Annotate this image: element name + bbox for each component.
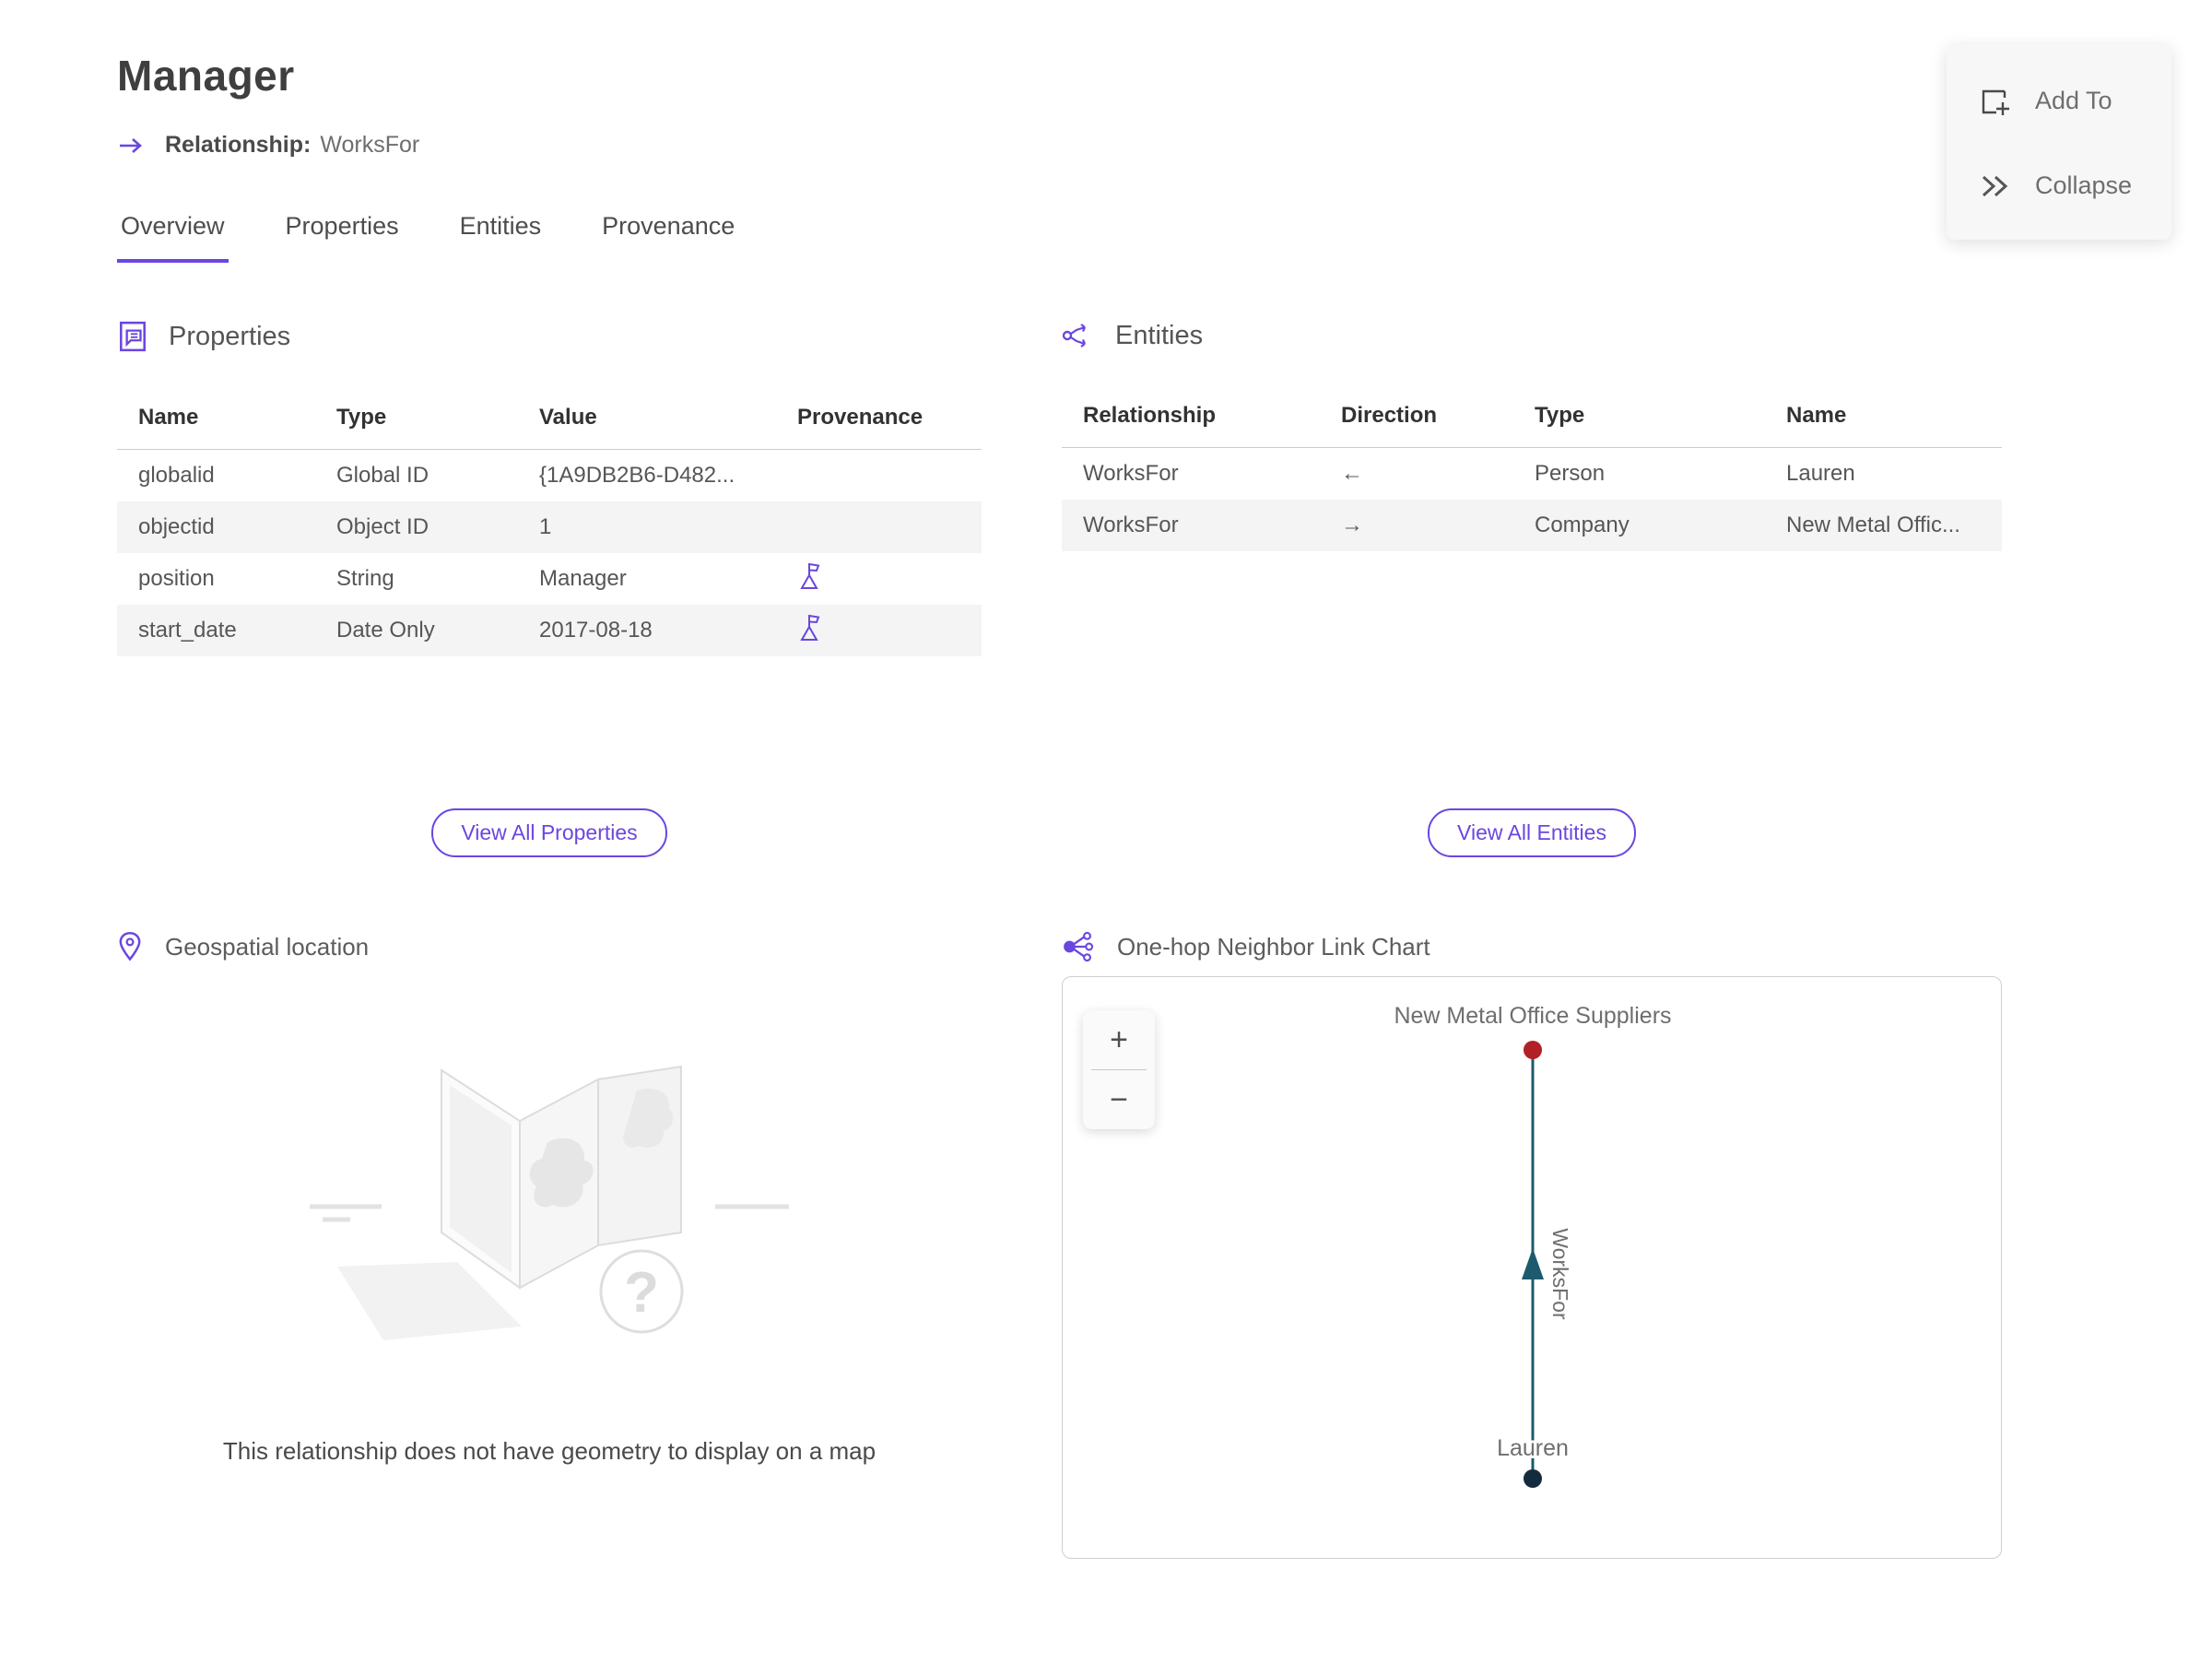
arrow-right-icon [120,137,142,153]
node-label-person: Lauren [1497,1435,1569,1461]
view-all-properties-button[interactable]: View All Properties [431,808,667,857]
prop-provenance [776,553,982,605]
properties-table: Name Type Value Provenance globalid Glob… [117,392,982,656]
link-chart-canvas[interactable]: WorksFor New Metal Office Suppliers Laur… [1062,976,2002,1559]
tab-properties[interactable]: Properties [285,212,399,240]
entities-section-title: Entities [1115,320,1204,350]
tab-provenance[interactable]: Provenance [602,212,735,240]
relationship-label: Relationship: [165,132,312,158]
entity-type: Person [1535,460,1606,486]
prop-provenance [776,450,982,501]
zoom-in-button[interactable]: + [1083,1010,1155,1069]
prop-name: objectid [138,513,215,539]
prop-name: position [138,565,215,591]
add-to-icon [1982,89,2009,115]
provenance-flag-icon [800,614,820,641]
col-header-type: Type [1513,390,1765,448]
direction-arrow-icon: ← [1341,460,1363,486]
prop-provenance [776,501,982,553]
table-row: globalid Global ID {1A9DB2B6-D482... [117,450,982,501]
col-header-direction: Direction [1320,390,1513,448]
geospatial-section-header: Geospatial location [117,917,982,976]
link-chart-section-title: One-hop Neighbor Link Chart [1117,932,1430,961]
zoom-control-divider [1091,1069,1147,1070]
col-header-type: Type [315,392,518,450]
table-row: position String Manager [117,553,982,605]
edge-arrowhead [1522,1248,1544,1279]
properties-section-title: Properties [169,321,291,351]
floating-actions-panel: Add To Collapse [1947,44,2171,240]
geospatial-empty-state: ? This relationship does not have geomet… [117,976,982,1560]
entity-name-link[interactable]: Lauren [1786,460,1855,486]
entities-table: Relationship Direction Type Name WorksFo… [1062,390,2002,551]
entity-relationship: WorksFor [1083,512,1179,537]
prop-value: 1 [539,513,552,539]
table-row: objectid Object ID 1 [117,501,982,553]
prop-type: Global ID [336,462,429,488]
prop-type: String [336,565,394,591]
col-header-value: Value [518,392,776,450]
node-company[interactable] [1524,1041,1542,1059]
map-pin-icon [119,932,141,961]
col-header-relationship: Relationship [1062,390,1320,448]
collapse-label: Collapse [2035,171,2133,200]
prop-value: Manager [539,565,627,591]
prop-type: Object ID [336,513,429,539]
add-to-button[interactable]: Add To [1947,84,2171,119]
table-row: WorksFor ← Person Lauren [1062,448,2002,500]
link-chart-section-header: One-hop Neighbor Link Chart [1062,917,2002,976]
zoom-out-button[interactable]: − [1083,1070,1155,1129]
folded-map-illustration: ? [310,1065,789,1340]
col-header-provenance: Provenance [776,392,982,450]
entity-type: Company [1535,512,1630,537]
chevrons-right-icon [1982,175,2008,196]
entities-icon [1062,324,1087,348]
add-to-label: Add To [2035,87,2112,115]
collapse-button[interactable]: Collapse [1947,171,2171,200]
provenance-flag-icon [800,562,820,589]
entities-section: Entities Relationship Direction Type Nam… [1062,320,2002,808]
direction-arrow-icon: → [1341,512,1363,537]
col-header-name: Name [1765,390,2002,448]
table-row: WorksFor → Company New Metal Offic... [1062,499,2002,551]
entity-name-link[interactable]: New Metal Offic... [1786,512,1960,537]
prop-value: {1A9DB2B6-D482... [539,462,735,488]
entity-relationship: WorksFor [1083,460,1179,486]
relationship-subtitle: Relationship: WorksFor [117,132,2002,159]
relationship-value: WorksFor [320,132,420,158]
page-title: Manager [117,52,295,100]
prop-type: Date Only [336,617,435,642]
question-mark-glyph: ? [624,1261,659,1325]
tab-entities[interactable]: Entities [459,212,542,240]
edge-label: WorksFor [1548,1228,1572,1320]
properties-icon [120,321,146,352]
table-row: start_date Date Only 2017-08-18 [117,604,982,656]
node-label-company: New Metal Office Suppliers [1394,1003,1671,1029]
geospatial-empty-message: This relationship does not have geometry… [222,1437,877,1465]
properties-section: Properties Name Type Value Provenance gl… [117,320,982,808]
node-person[interactable] [1524,1469,1542,1488]
prop-provenance [776,605,982,656]
view-all-entities-button[interactable]: View All Entities [1428,808,1636,857]
tab-bar: Overview Properties Entities Provenance [117,212,2002,263]
one-hop-neighbor-icon [1064,931,1094,962]
prop-name: start_date [138,617,237,642]
tab-overview[interactable]: Overview [117,212,229,263]
prop-value: 2017-08-18 [539,617,653,642]
zoom-control: + − [1083,1010,1155,1129]
prop-name: globalid [138,462,215,488]
geospatial-section-title: Geospatial location [165,932,370,961]
col-header-name: Name [117,392,315,450]
